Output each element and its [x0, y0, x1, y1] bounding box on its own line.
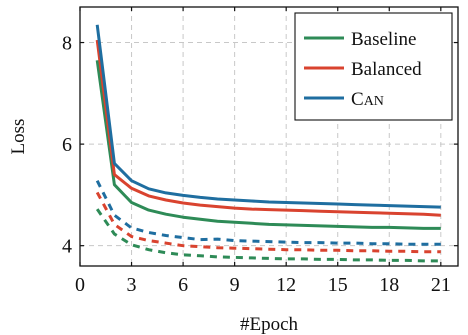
legend-label-can-first: C: [351, 89, 364, 110]
y-tick-label: 4: [62, 236, 72, 258]
x-tick-label: 12: [276, 274, 296, 296]
series-line-dashed-4: [95, 191, 441, 254]
plot-frame: [79, 6, 459, 267]
x-axis-ticks: 0 3 6 9 12 15 18 21: [75, 7, 451, 296]
series-line-dashed-5: [95, 180, 441, 246]
legend-label-baseline: Baseline: [351, 29, 416, 50]
y-tick-label: 8: [62, 33, 72, 55]
legend: Baseline Balanced CAN: [294, 12, 453, 121]
legend-label-can: CAN: [351, 89, 384, 110]
x-tick-label: 0: [75, 274, 85, 296]
x-tick-label: 9: [230, 274, 240, 296]
series-line-0: [95, 60, 441, 230]
series-line-dashed-3: [95, 208, 441, 263]
y-axis-ticks: 4 6 8: [62, 33, 458, 258]
x-tick-label: 18: [379, 274, 399, 296]
y-tick-label: 6: [62, 134, 72, 156]
series-line-2: [95, 24, 441, 209]
legend-label-can-rest: AN: [364, 94, 384, 109]
series-layer: [95, 24, 441, 263]
legend-label-balanced: Balanced: [351, 59, 422, 80]
x-axis-label: #Epoch: [240, 314, 299, 335]
series-line-1: [95, 39, 441, 217]
x-tick-label: 3: [127, 274, 137, 296]
x-tick-label: 21: [431, 274, 451, 296]
x-tick-label: 6: [178, 274, 188, 296]
y-axis-label: Loss: [8, 119, 29, 155]
x-tick-label: 15: [328, 274, 348, 296]
